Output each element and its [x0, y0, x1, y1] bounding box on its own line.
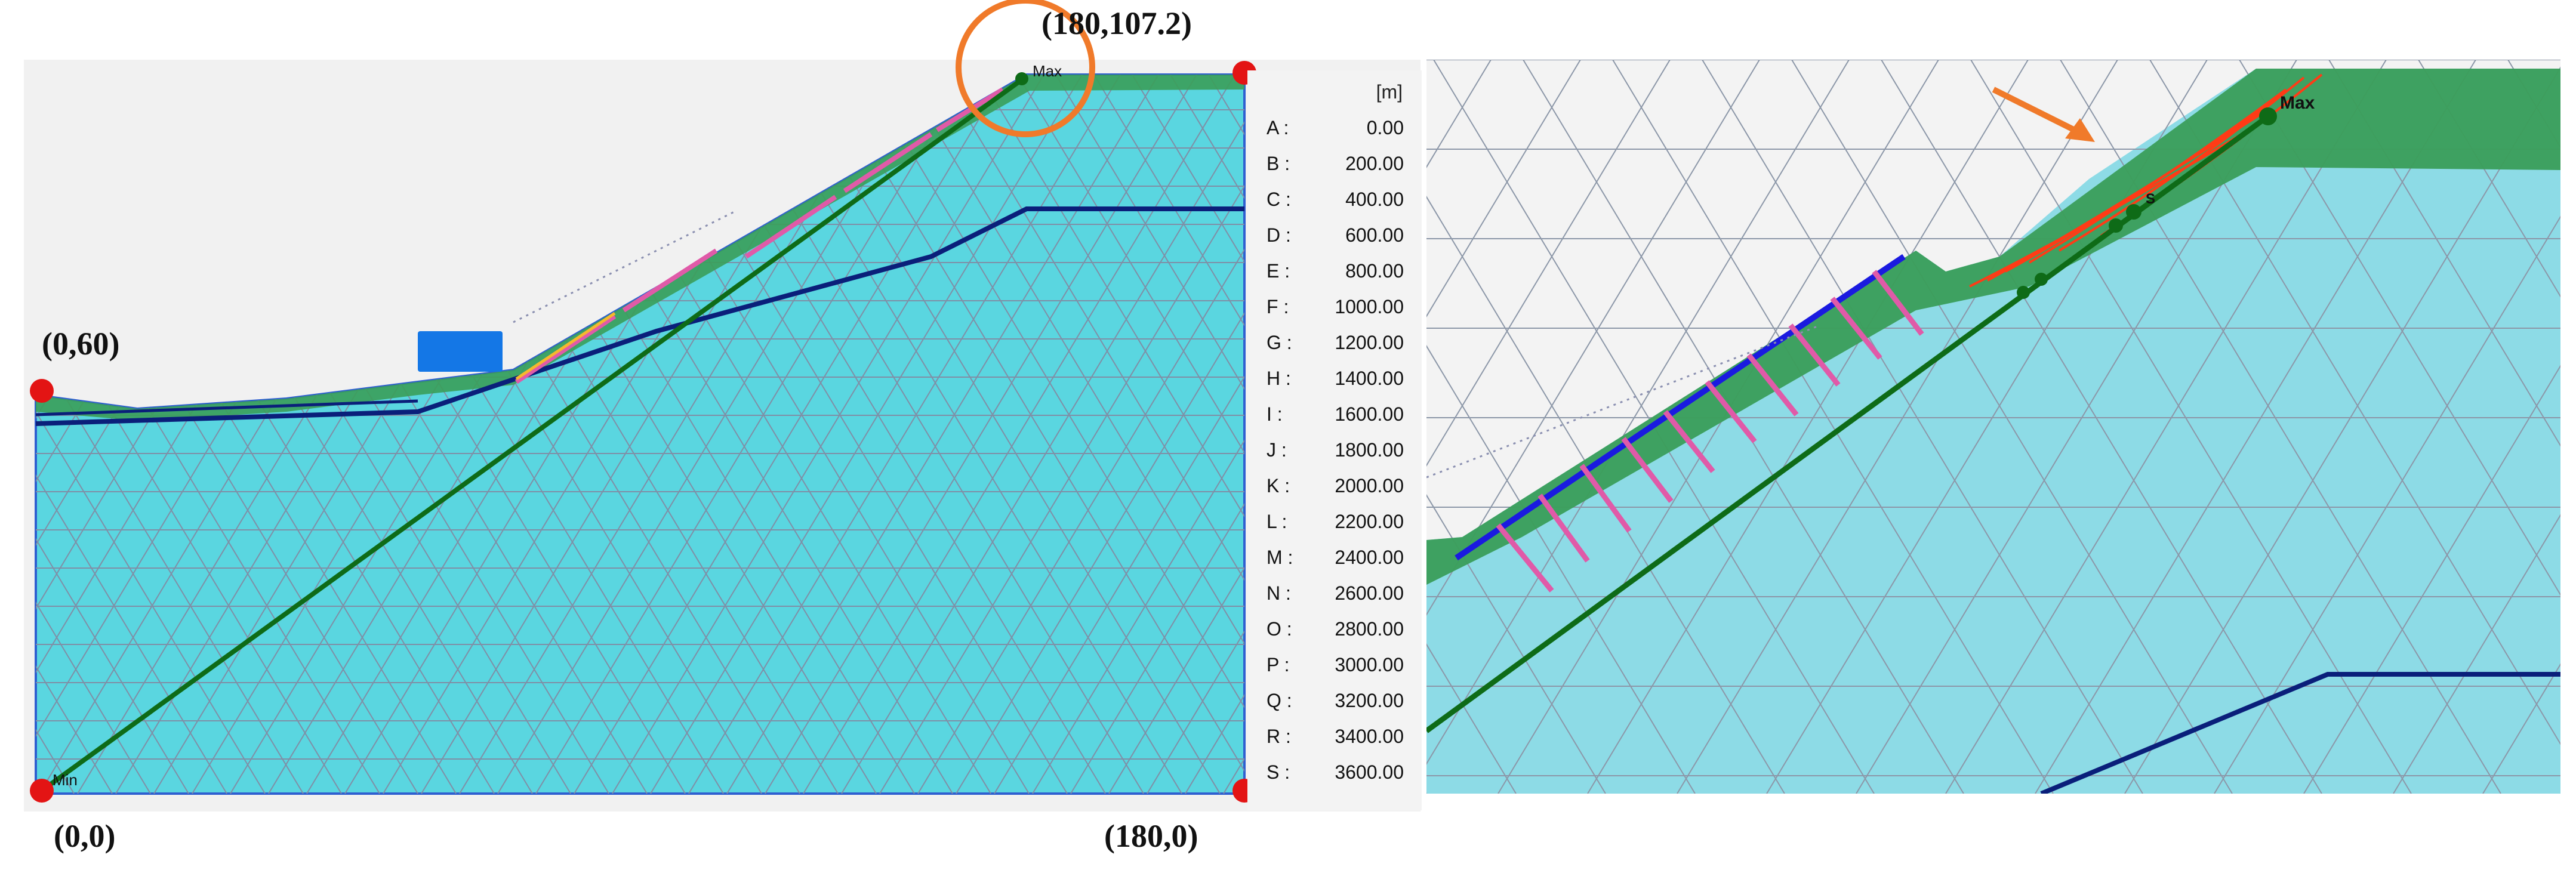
legend-entry: M : 2400.00: [1267, 547, 1410, 582]
legend-key: A :: [1267, 117, 1289, 138]
corner-point-bottom-left: [30, 779, 54, 803]
legend-entry: D : 600.00: [1267, 224, 1410, 260]
legend-key: J :: [1267, 439, 1287, 461]
legend-entry: E : 800.00: [1267, 260, 1410, 296]
right-mesh: [1426, 60, 2560, 794]
legend-key: H :: [1267, 368, 1291, 389]
anchor-group-1: [514, 87, 1004, 384]
legend-value: 1800.00: [1335, 439, 1404, 461]
legend-key: O :: [1267, 618, 1292, 640]
legend-value: 400.00: [1345, 189, 1404, 210]
legend-value: 1600.00: [1335, 403, 1404, 425]
right-s-point-label: S: [2146, 191, 2156, 207]
legend-entry: P : 3000.00: [1267, 654, 1410, 690]
legend-entry: N : 2600.00: [1267, 582, 1410, 618]
right-cross-section-point-4: [2035, 273, 2048, 286]
right-anchor-group: [1496, 270, 1924, 593]
legend-value: 800.00: [1345, 260, 1404, 282]
highlight-circle: [956, 0, 1095, 137]
cross-section-line: [40, 78, 1022, 793]
legend-entry: J : 1800.00: [1267, 439, 1410, 475]
contour-legend: [m] A : 0.00 B : 200.00 C : 400.00 D : 600.00 E …: [1247, 70, 1422, 810]
soil-layer-boundary: [35, 206, 1244, 426]
legend-value: 600.00: [1345, 224, 1404, 246]
cross-section-max-point: [1015, 72, 1028, 85]
mesh-lines: [36, 75, 1244, 794]
legend-key: K :: [1267, 475, 1290, 496]
legend-entry: A : 0.00: [1267, 117, 1410, 153]
legend-value: 1400.00: [1335, 368, 1404, 389]
legend-value: 2800.00: [1335, 618, 1404, 640]
legend-key: D :: [1267, 224, 1291, 246]
legend-value: 2400.00: [1335, 547, 1404, 568]
right-blue-facing: [1455, 254, 1906, 561]
legend-value: 200.00: [1345, 153, 1404, 174]
right-red-slip-zone: [1969, 73, 2323, 288]
coord-label-bottom-left: (0,0): [54, 818, 116, 854]
finite-element-mesh: [36, 75, 1244, 794]
legend-entry: G : 1200.00: [1267, 332, 1410, 368]
coord-label-bottom-right: (180,0): [1104, 818, 1198, 854]
legend-entry: C : 400.00: [1267, 189, 1410, 224]
legend-key: B :: [1267, 153, 1290, 174]
legend-key: M :: [1267, 547, 1293, 568]
legend-entry: F : 1000.00: [1267, 296, 1410, 332]
anchor-zone-edge: [515, 311, 616, 381]
legend-key: Q :: [1267, 690, 1292, 711]
legend-entry: H : 1400.00: [1267, 368, 1410, 403]
soil-layer-boundary-top: [35, 399, 418, 417]
legend-key: P :: [1267, 654, 1290, 675]
corner-point-left-mid: [30, 379, 54, 403]
right-soil-body: [1426, 69, 2560, 794]
legend-value: 1000.00: [1335, 296, 1404, 317]
legend-value: 3400.00: [1335, 726, 1404, 747]
legend-key: S :: [1267, 761, 1290, 783]
coord-label-top-right: (180,107.2): [1042, 5, 1192, 41]
surface-load-block: [418, 331, 503, 372]
legend-value: 0.00: [1366, 117, 1404, 138]
legend-value: 2000.00: [1335, 475, 1404, 496]
legend-key: F :: [1267, 296, 1289, 317]
right-cross-section-line: [1426, 114, 2270, 733]
legend-entry: R : 3400.00: [1267, 726, 1410, 761]
legend-entry: L : 2200.00: [1267, 511, 1410, 547]
right-cross-section-point-5: [2017, 286, 2030, 299]
coord-label-left-mid: (0,60): [42, 326, 120, 362]
mesh-lines: [1426, 60, 2560, 794]
right-dotted-line: [1426, 324, 1821, 479]
legend-value: 2600.00: [1335, 582, 1404, 604]
legend-value: 3000.00: [1335, 654, 1404, 675]
legend-key: R :: [1267, 726, 1291, 747]
legend-key: C :: [1267, 189, 1291, 210]
legend-value: 2200.00: [1335, 511, 1404, 532]
right-max-point-label: Max: [2280, 93, 2315, 113]
legend-entry: K : 2000.00: [1267, 475, 1410, 511]
reference-dotted-line: [513, 211, 735, 323]
legend-entry: B : 200.00: [1267, 153, 1410, 189]
legend-value: 3200.00: [1335, 690, 1404, 711]
legend-key: G :: [1267, 332, 1292, 353]
legend-entry: S : 3600.00: [1267, 761, 1410, 797]
legend-key: N :: [1267, 582, 1291, 604]
right-cross-section-max-point: [2259, 107, 2277, 125]
legend-key: E :: [1267, 260, 1290, 282]
legend-entry: Q : 3200.00: [1267, 690, 1410, 726]
legend-value: 1200.00: [1335, 332, 1404, 353]
right-cross-section-s-point: [2126, 204, 2141, 220]
min-point-label: Min: [53, 771, 78, 789]
legend-key: I :: [1267, 403, 1283, 425]
legend-key: L :: [1267, 511, 1287, 532]
right-surface-layer: [1426, 69, 2560, 585]
legend-unit: [m]: [1376, 81, 1403, 103]
legend-value: 3600.00: [1335, 761, 1404, 783]
max-point-label: Max: [1033, 62, 1062, 80]
right-cross-section-point-3: [2109, 218, 2123, 233]
arrow-icon: [1992, 87, 2095, 142]
right-soil-layer-boundary: [2040, 672, 2560, 794]
legend-entry: O : 2800.00: [1267, 618, 1410, 654]
legend-entry: I : 1600.00: [1267, 403, 1410, 439]
